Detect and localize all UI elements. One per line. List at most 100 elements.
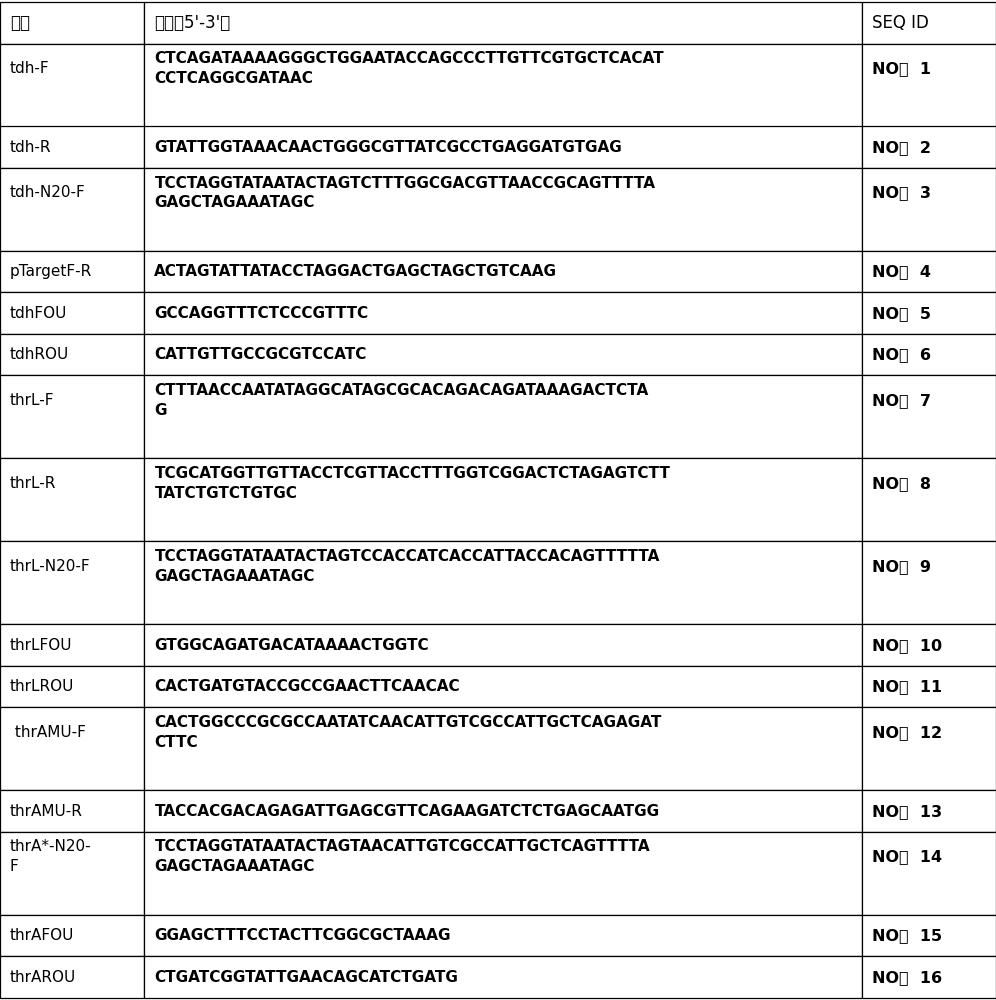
Bar — [862, 707, 996, 790]
Bar — [144, 168, 862, 251]
Bar — [144, 375, 862, 458]
Text: TCCTAGGTATAATACTAGTCTTTGGCGACGTTAACCGCAGTTTTA
GAGCTAGAAATAGC: TCCTAGGTATAATACTAGTCTTTGGCGACGTTAACCGCAG… — [154, 176, 655, 210]
Text: tdhROU: tdhROU — [10, 347, 69, 362]
Text: 序列（5'-3'）: 序列（5'-3'） — [154, 14, 231, 32]
Bar — [0, 251, 144, 292]
Bar — [0, 43, 144, 126]
Bar — [144, 832, 862, 915]
Text: TCCTAGGTATAATACTAGTAACATTGTCGCCATTGCTCAGTTTTA
GAGCTAGAAATAGC: TCCTAGGTATAATACTAGTAACATTGTCGCCATTGCTCAG… — [154, 839, 650, 874]
Bar — [0, 790, 144, 832]
Text: NO：  12: NO： 12 — [872, 725, 941, 740]
Text: thrL-R: thrL-R — [10, 476, 57, 491]
Text: thrL-N20-F: thrL-N20-F — [10, 559, 91, 574]
Bar — [0, 126, 144, 168]
Text: GGAGCTTTCCTACTTCGGCGCTAAAG: GGAGCTTTCCTACTTCGGCGCTAAAG — [154, 928, 451, 943]
Bar — [862, 624, 996, 666]
Bar — [862, 458, 996, 541]
Bar — [144, 2, 862, 43]
Text: tdh-F: tdh-F — [10, 61, 50, 76]
Bar — [0, 168, 144, 251]
Text: tdhFOU: tdhFOU — [10, 306, 68, 321]
Text: thrAFOU: thrAFOU — [10, 928, 75, 943]
Bar — [144, 666, 862, 707]
Bar — [862, 292, 996, 334]
Text: NO：  16: NO： 16 — [872, 970, 941, 985]
Bar — [862, 375, 996, 458]
Bar — [144, 334, 862, 375]
Text: CACTGATGTACCGCCGAACTTCAACAC: CACTGATGTACCGCCGAACTTCAACAC — [154, 679, 460, 694]
Bar — [0, 334, 144, 375]
Text: thrAROU: thrAROU — [10, 970, 77, 985]
Bar — [0, 375, 144, 458]
Bar — [0, 541, 144, 624]
Bar — [862, 666, 996, 707]
Bar — [862, 126, 996, 168]
Bar — [144, 251, 862, 292]
Bar — [144, 707, 862, 790]
Text: NO：  15: NO： 15 — [872, 928, 941, 943]
Bar — [144, 956, 862, 998]
Text: thrA*-N20-
F: thrA*-N20- F — [10, 839, 92, 874]
Text: CATTGTTGCCGCGTCCATC: CATTGTTGCCGCGTCCATC — [154, 347, 367, 362]
Text: NO：  4: NO： 4 — [872, 264, 930, 279]
Bar — [144, 458, 862, 541]
Text: CTTTAACCAATATAGGCATAGCGCACAGACAGATAAAGACTCTA
G: CTTTAACCAATATAGGCATAGCGCACAGACAGATAAAGAC… — [154, 383, 648, 418]
Text: ACTAGTATTATACCTAGGACTGAGCTAGCTGTCAAG: ACTAGTATTATACCTAGGACTGAGCTAGCTGTCAAG — [154, 264, 558, 279]
Text: NO：  2: NO： 2 — [872, 140, 930, 155]
Text: thrL-F: thrL-F — [10, 393, 55, 408]
Text: CACTGGCCCGCGCCAATATCAACATTGTCGCCATTGCTCAGAGAT
CTTC: CACTGGCCCGCGCCAATATCAACATTGTCGCCATTGCTCA… — [154, 715, 661, 750]
Bar — [144, 541, 862, 624]
Text: SEQ ID: SEQ ID — [872, 14, 928, 32]
Bar — [862, 541, 996, 624]
Text: thrLROU: thrLROU — [10, 679, 75, 694]
Text: NO：  13: NO： 13 — [872, 804, 941, 819]
Bar — [144, 126, 862, 168]
Bar — [862, 334, 996, 375]
Text: thrAMU-R: thrAMU-R — [10, 804, 83, 819]
Text: NO：  8: NO： 8 — [872, 476, 930, 491]
Text: GTGGCAGATGACATAAAACTGGTC: GTGGCAGATGACATAAAACTGGTC — [154, 638, 429, 653]
Text: NO：  7: NO： 7 — [872, 393, 930, 408]
Text: thrLFOU: thrLFOU — [10, 638, 73, 653]
Bar — [862, 251, 996, 292]
Bar — [862, 43, 996, 126]
Text: GTATTGGTAAACAACTGGGCGTTATCGCCTGAGGATGTGAG: GTATTGGTAAACAACTGGGCGTTATCGCCTGAGGATGTGA… — [154, 140, 622, 155]
Bar — [0, 915, 144, 956]
Bar — [144, 790, 862, 832]
Bar — [0, 832, 144, 915]
Text: TCGCATGGTTGTTACCTCGTTACCTTTGGTCGGACTCTAGAGTCTT
TATCTGTCTGTGC: TCGCATGGTTGTTACCTCGTTACCTTTGGTCGGACTCTAG… — [154, 466, 670, 501]
Text: TCCTAGGTATAATACTAGTCCACCATCACCATTACCACAGTTTTTA
GAGCTAGAAATAGC: TCCTAGGTATAATACTAGTCCACCATCACCATTACCACAG… — [154, 549, 659, 584]
Bar — [144, 292, 862, 334]
Text: CTCAGATAAAAGGGCTGGAATACCAGCCCTTGTTCGTGCTCACAT
CCTCAGGCGATAAC: CTCAGATAAAAGGGCTGGAATACCAGCCCTTGTTCGTGCT… — [154, 51, 664, 86]
Text: NO：  14: NO： 14 — [872, 849, 941, 864]
Text: pTargetF-R: pTargetF-R — [10, 264, 93, 279]
Text: NO：  5: NO： 5 — [872, 306, 930, 321]
Bar — [144, 624, 862, 666]
Text: NO：  6: NO： 6 — [872, 347, 930, 362]
Text: TACCACGACAGAGATTGAGCGTTCAGAAGATCTCTGAGCAATGG: TACCACGACAGAGATTGAGCGTTCAGAAGATCTCTGAGCA… — [154, 804, 659, 819]
Bar — [0, 624, 144, 666]
Text: NO：  10: NO： 10 — [872, 638, 941, 653]
Bar — [0, 2, 144, 43]
Bar — [862, 956, 996, 998]
Text: NO：  1: NO： 1 — [872, 61, 930, 76]
Bar — [862, 168, 996, 251]
Bar — [0, 292, 144, 334]
Text: tdh-N20-F: tdh-N20-F — [10, 185, 86, 200]
Text: CTGATCGGTATTGAACAGCATCTGATG: CTGATCGGTATTGAACAGCATCTGATG — [154, 970, 458, 985]
Text: NO：  3: NO： 3 — [872, 185, 930, 200]
Text: thrAMU-F: thrAMU-F — [10, 725, 86, 740]
Text: tdh-R: tdh-R — [10, 140, 52, 155]
Bar — [862, 915, 996, 956]
Text: GCCAGGTTTCTCCCGTTTC: GCCAGGTTTCTCCCGTTTC — [154, 306, 369, 321]
Text: 名称: 名称 — [10, 14, 30, 32]
Bar — [0, 707, 144, 790]
Bar — [144, 915, 862, 956]
Text: NO：  11: NO： 11 — [872, 679, 941, 694]
Bar — [0, 666, 144, 707]
Bar — [862, 2, 996, 43]
Bar — [862, 832, 996, 915]
Bar — [144, 43, 862, 126]
Bar — [0, 956, 144, 998]
Text: NO：  9: NO： 9 — [872, 559, 930, 574]
